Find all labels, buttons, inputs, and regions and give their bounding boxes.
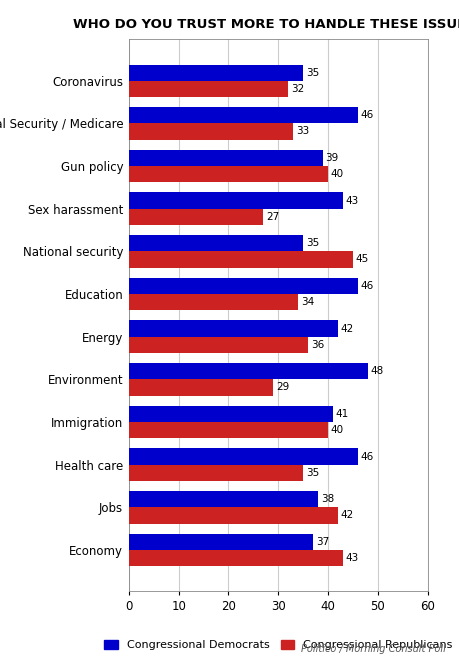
- Bar: [129, 107, 357, 124]
- Bar: [129, 550, 342, 566]
- Text: 40: 40: [330, 169, 343, 179]
- Bar: [129, 507, 337, 524]
- Text: 46: 46: [360, 451, 373, 462]
- Text: 36: 36: [310, 340, 323, 350]
- Text: 41: 41: [335, 409, 348, 419]
- Text: 33: 33: [295, 127, 308, 137]
- Text: 39: 39: [325, 153, 338, 163]
- Text: 43: 43: [345, 553, 358, 563]
- Text: 35: 35: [305, 238, 318, 248]
- Bar: [129, 235, 302, 252]
- Text: 43: 43: [345, 196, 358, 206]
- Text: 42: 42: [340, 510, 353, 520]
- Text: 37: 37: [315, 537, 328, 547]
- Text: 48: 48: [369, 366, 383, 376]
- Bar: [129, 252, 353, 267]
- Bar: [129, 81, 288, 97]
- Text: 34: 34: [300, 297, 313, 307]
- Text: 46: 46: [360, 110, 373, 120]
- Bar: [129, 363, 367, 379]
- Text: 35: 35: [305, 468, 318, 478]
- Bar: [129, 278, 357, 294]
- Bar: [129, 449, 357, 464]
- Bar: [129, 209, 263, 225]
- Bar: [129, 379, 273, 396]
- Text: 27: 27: [265, 212, 279, 222]
- Text: 40: 40: [330, 425, 343, 435]
- Bar: [129, 422, 327, 438]
- Bar: [129, 336, 308, 353]
- Legend: Congressional Democrats, Congressional Republicans: Congressional Democrats, Congressional R…: [100, 635, 456, 655]
- Bar: [129, 406, 332, 422]
- Bar: [129, 124, 293, 139]
- Bar: [129, 64, 302, 81]
- Bar: [129, 294, 297, 310]
- Text: 42: 42: [340, 324, 353, 334]
- Bar: [129, 464, 302, 481]
- Text: 35: 35: [305, 68, 318, 78]
- Bar: [129, 321, 337, 336]
- Text: Politico / Morning Consult Poll: Politico / Morning Consult Poll: [301, 644, 445, 654]
- Text: 38: 38: [320, 494, 333, 504]
- Bar: [129, 150, 323, 166]
- Text: 46: 46: [360, 281, 373, 291]
- Bar: [129, 491, 318, 507]
- Bar: [129, 533, 313, 550]
- Bar: [129, 193, 342, 209]
- Text: 32: 32: [290, 84, 303, 94]
- Title: WHO DO YOU TRUST MORE TO HANDLE THESE ISSUES?: WHO DO YOU TRUST MORE TO HANDLE THESE IS…: [73, 18, 459, 32]
- Text: 45: 45: [355, 254, 368, 265]
- Bar: [129, 166, 327, 182]
- Text: 29: 29: [275, 382, 288, 392]
